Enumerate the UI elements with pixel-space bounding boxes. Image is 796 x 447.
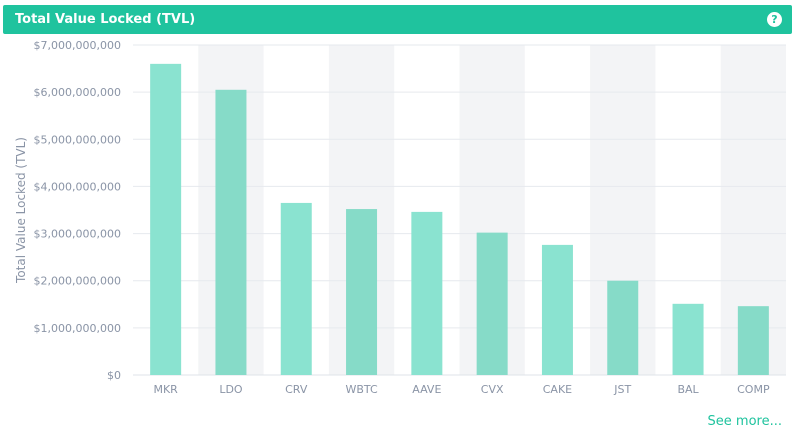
bar-crv [280, 202, 312, 375]
y-tick-label: $5,000,000,000 [34, 133, 121, 146]
x-tick-label: CVX [481, 383, 504, 396]
x-tick-label: CAKE [543, 383, 572, 396]
panel-header: Total Value Locked (TVL) ? [3, 5, 792, 34]
y-tick-label: $3,000,000,000 [34, 228, 121, 241]
bar-wbtc [346, 209, 378, 375]
bar-jst [607, 280, 639, 375]
bar-cake [541, 244, 573, 375]
x-tick-label: COMP [737, 383, 770, 396]
x-tick-label: AAVE [412, 383, 441, 396]
bar-ldo [215, 89, 247, 376]
see-more-link[interactable]: See more... [707, 414, 782, 429]
y-tick-label: $0 [107, 369, 121, 382]
question-circle-icon[interactable]: ? [767, 12, 782, 27]
x-tick-label: CRV [285, 383, 308, 396]
bar-bal [672, 303, 704, 375]
y-axis-title: Total Value Locked (TVL) [14, 137, 28, 284]
x-tick-label: BAL [677, 383, 699, 396]
panel-title: Total Value Locked (TVL) [15, 12, 196, 27]
y-tick-label: $7,000,000,000 [34, 39, 121, 52]
bar-aave [411, 211, 443, 375]
bar-cvx [476, 232, 508, 375]
y-tick-label: $6,000,000,000 [34, 86, 121, 99]
bar-comp [737, 306, 769, 375]
bar-mkr [150, 63, 182, 375]
x-tick-label: MKR [153, 383, 178, 396]
x-tick-label: LDO [219, 383, 243, 396]
x-tick-label: WBTC [345, 383, 377, 396]
y-tick-label: $2,000,000,000 [34, 275, 121, 288]
y-tick-label: $1,000,000,000 [34, 322, 121, 335]
x-tick-label: JST [613, 383, 631, 396]
y-tick-label: $4,000,000,000 [34, 180, 121, 193]
